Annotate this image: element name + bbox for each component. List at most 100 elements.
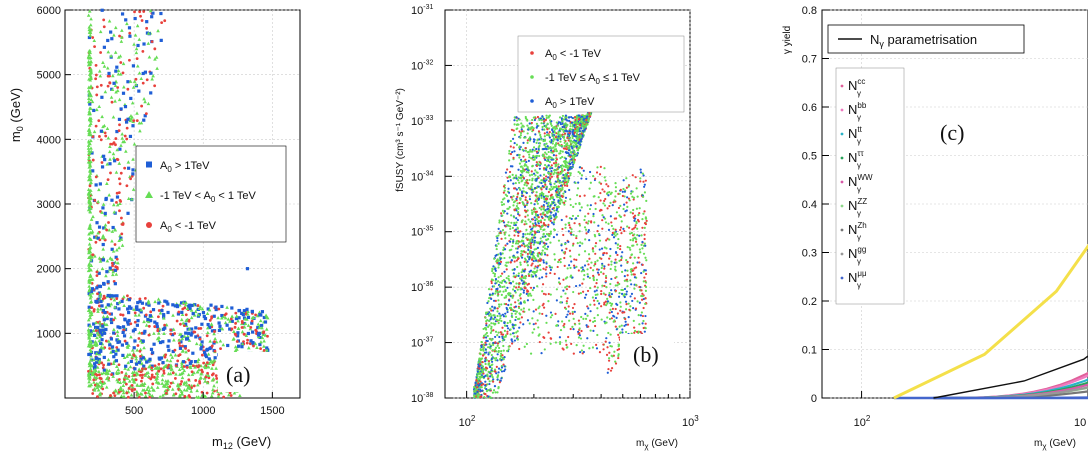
point [139,370,143,374]
point [554,213,557,216]
point [110,239,114,243]
point [102,154,106,158]
point [498,221,501,224]
point [510,342,514,345]
point [506,308,509,311]
point [505,264,508,268]
point [578,322,581,325]
point [568,312,572,315]
point [606,371,609,374]
point [490,325,493,328]
point [95,335,99,340]
point [552,223,555,226]
point [210,329,215,333]
point [204,375,208,379]
point [114,352,118,356]
point [171,333,175,337]
point [147,324,151,328]
point [487,377,490,380]
point [552,153,555,157]
point [135,383,140,387]
point [256,322,261,326]
point [250,319,254,323]
point [172,338,176,342]
point [130,383,134,387]
point [538,263,542,267]
point [543,147,546,151]
point [500,366,504,369]
point [203,394,208,398]
point [561,120,564,123]
point [551,132,554,135]
point [97,359,102,363]
point [504,237,507,240]
point [157,327,162,331]
point [189,389,193,393]
point [149,310,153,314]
point [487,288,491,291]
point [545,165,549,168]
point [544,118,547,121]
point [119,237,124,241]
point [130,115,134,119]
point [122,85,126,89]
point [559,199,562,202]
point [547,292,550,296]
point [133,327,137,332]
point [508,206,511,209]
point [106,357,111,362]
point [87,369,90,373]
point [143,373,148,377]
point [93,254,97,258]
point [549,149,553,152]
point [531,250,535,254]
point [643,226,646,229]
point [555,233,559,236]
point [86,62,91,67]
point [547,150,550,154]
point [240,342,245,346]
point [513,234,516,237]
point [177,341,181,345]
point [634,240,638,243]
point [107,228,111,232]
point [150,40,154,44]
point [497,321,500,325]
point [90,287,94,291]
panel-a-points [86,8,270,399]
point [491,269,494,273]
point [157,335,161,340]
point [529,242,533,245]
point [125,184,129,188]
point [482,343,485,346]
point [494,292,497,295]
point [246,331,250,336]
point [97,225,102,229]
point [225,323,229,327]
point [181,307,185,311]
point [107,286,111,290]
point [524,147,527,150]
panel-a-ytick-label: 3000 [37,199,61,211]
point [161,340,165,344]
point [508,234,511,237]
point [141,367,144,371]
point [556,195,559,199]
point [88,367,93,371]
point [257,310,262,314]
point [118,123,121,127]
point [500,303,503,306]
point [524,244,528,247]
point [522,235,525,238]
point [492,341,495,345]
point [494,322,497,325]
point [503,270,506,273]
point [517,207,520,210]
point [87,96,91,100]
point [117,238,121,242]
point [563,256,566,260]
point [490,396,493,399]
point [586,268,589,271]
point [577,319,581,322]
point [118,233,122,238]
